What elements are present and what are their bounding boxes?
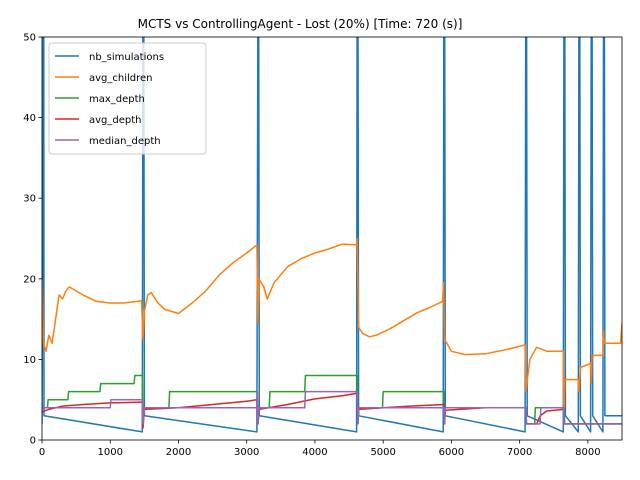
series-line-median_depth [42,390,622,425]
plot-area [42,37,622,433]
y-tick-label: 40 [23,113,36,124]
legend-label-max_depth: max_depth [89,94,145,105]
legend: nb_simulations avg_children max_depth avg_d… [48,42,207,155]
y-tick-label: 30 [23,194,36,205]
x-tick-label: 4000 [302,447,327,458]
axes: 0 1000 2000 3000 4000 5000 6000 7000 8000 0 10 20 30… [23,33,623,458]
legend-label-avg_children: avg_children [89,73,153,84]
chart-title: MCTS vs ControllingAgent - Lost (20%) [T… [138,17,463,31]
series-line-avg_children [42,237,622,417]
y-tick-label: 10 [23,355,36,366]
x-tick-label: 5000 [370,447,395,458]
y-tick-label: 20 [23,274,36,285]
x-tick-label: 7000 [507,447,532,458]
series-line-nb_simulations [42,37,622,433]
legend-label-median_depth: median_depth [89,136,161,147]
y-tick-label: 50 [23,33,36,44]
x-tick-label: 8000 [575,447,600,458]
legend-label-nb_simulations: nb_simulations [89,52,164,63]
x-tick-label: 6000 [439,447,464,458]
x-tick-label: 0 [39,447,45,458]
y-tick-label: 0 [30,436,36,447]
legend-box [48,42,207,155]
x-tick-label: 3000 [234,447,259,458]
axes-frame [41,36,623,441]
x-tick-label: 1000 [98,447,123,458]
legend-label-avg_depth: avg_depth [89,115,142,126]
x-tick-label: 2000 [166,447,191,458]
